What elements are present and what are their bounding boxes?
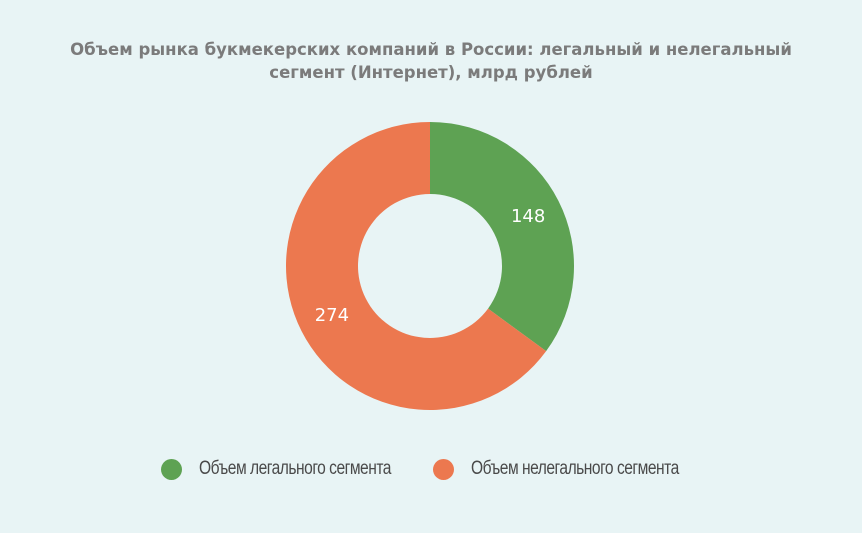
data-label-legal: 148 — [511, 206, 545, 227]
donut-slices — [285, 121, 574, 410]
data-label-illegal: 274 — [315, 305, 349, 326]
legend-swatch-legal — [161, 458, 182, 480]
legend-item-illegal: Объем нелегального сегмента — [433, 456, 724, 482]
chart-title: Объем рынка букмекерских компаний в Росс… — [0, 38, 862, 84]
chart-legend: Объем легального сегмента Объем нелегаль… — [0, 456, 862, 482]
legend-swatch-illegal — [433, 458, 454, 480]
donut-data-labels: 148 274 — [315, 206, 546, 326]
donut-slice-legal — [430, 122, 574, 352]
legend-label-legal: Объем легального сегмента — [199, 458, 391, 479]
donut-slice-illegal — [285, 121, 547, 410]
chart-title-line-2: сегмент (Интернет), млрд рублей — [269, 63, 593, 82]
legend-item-legal: Объем легального сегмента — [161, 456, 433, 482]
legend-label-illegal: Объем нелегального сегмента — [471, 458, 679, 479]
chart-title-line-1: Объем рынка букмекерских компаний в Росс… — [70, 40, 792, 59]
